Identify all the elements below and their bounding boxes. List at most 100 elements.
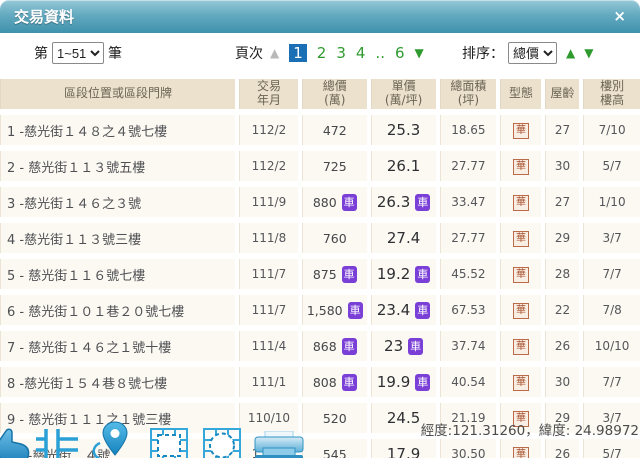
hand-pointer-icon[interactable] (0, 423, 34, 458)
total-price-value: 880 (312, 194, 337, 210)
table-row[interactable]: 8 -慈光街１５４巷８號七樓 111/1 808 車 19.9 車 40.54 華 … (0, 367, 640, 397)
cell-floor: 3/7 (583, 403, 640, 433)
cell-type: 華 (500, 331, 541, 361)
total-price-value: 1,580 (306, 302, 343, 318)
page-number-3[interactable]: 3 (336, 44, 346, 62)
cell-date: 111/8 (239, 223, 298, 253)
cell-unit-price: 23 車 (370, 331, 436, 361)
cell-area: 21.19 (439, 403, 497, 433)
car-badge: 車 (347, 301, 363, 319)
count-suffix-label: 筆 (108, 46, 122, 62)
cell-type: 華 (500, 403, 541, 433)
cell-unit-price: 24.5 (370, 403, 436, 433)
map-pin-icon[interactable] (88, 421, 132, 458)
col-header-area: 總面積 (坪) (439, 79, 497, 109)
cell-floor: 7/7 (583, 259, 640, 289)
table-row[interactable]: 9 - 慈光街１１１之１號三樓 110/10 520 24.5 21.19 華 … (0, 403, 640, 433)
cell-date: 111/4 (239, 331, 298, 361)
unit-price-value: 19.9 (376, 373, 411, 391)
col-header-date: 交易 年月 (239, 79, 298, 109)
cell-age: 28 (544, 259, 580, 289)
cell-address: 5 - 慈光街１１６號七樓 (0, 259, 236, 289)
cell-unit-price: 27.4 (370, 223, 436, 253)
prev-page-icon[interactable]: ▲ (270, 46, 280, 60)
cell-floor: 5/7 (583, 439, 640, 458)
cell-floor: 7/10 (583, 115, 640, 145)
cell-type: 華 (500, 187, 541, 217)
page-number-6[interactable]: 6 (394, 44, 405, 62)
record-range-select[interactable]: 1~51 (52, 42, 104, 64)
road-intersection-icon[interactable] (36, 429, 78, 458)
unit-price-value: 26.3 (376, 193, 411, 211)
cell-age: 26 (544, 331, 580, 361)
page-number-2[interactable]: 2 (316, 44, 327, 62)
cell-floor: 1/10 (583, 187, 640, 217)
table-row[interactable]: 3 -慈光街１４６之３號 111/9 880 車 26.3 車 33.47 華 27… (0, 187, 640, 217)
unit-price-value: 23.4 (376, 301, 411, 319)
hua-badge: 華 (513, 302, 529, 319)
cell-age: 27 (544, 115, 580, 145)
cell-type: 華 (500, 115, 541, 145)
select-region-circle-icon[interactable] (203, 428, 241, 458)
car-badge: 車 (408, 337, 424, 355)
hua-badge: 華 (513, 374, 529, 391)
cell-unit-price: 26.1 (370, 151, 436, 181)
table-row[interactable]: 4 -慈光街１１３號三樓 111/8 760 27.4 27.77 華 29 3… (0, 223, 640, 253)
sort-asc-icon[interactable]: ▲ (566, 46, 576, 60)
cell-area: 45.52 (439, 259, 497, 289)
sort-desc-icon[interactable]: ▼ (584, 46, 594, 60)
cell-age: 30 (544, 151, 580, 181)
page-number-4[interactable]: 4 (355, 44, 366, 62)
cell-unit-price: 25.3 (370, 115, 436, 145)
cell-total-price: 875 車 (301, 259, 367, 289)
cell-floor: 3/7 (583, 223, 640, 253)
cell-total-price: 868 車 (301, 331, 367, 361)
select-region-square-icon[interactable] (150, 428, 188, 458)
hua-badge: 華 (513, 230, 529, 247)
cell-date: 111/7 (239, 259, 298, 289)
cell-area: 30.50 (439, 439, 497, 458)
cell-address: 7 - 慈光街１４６之１號十樓 (0, 331, 236, 361)
cell-age: 29 (544, 223, 580, 253)
col-header-price: 總價 (萬) (301, 79, 367, 109)
hua-badge: 華 (513, 446, 529, 458)
cell-floor: 10/10 (583, 331, 640, 361)
table-row[interactable]: 7 - 慈光街１４６之１號十樓 111/4 868 車 23 車 37.74 華 2… (0, 331, 640, 361)
printer-icon[interactable] (252, 431, 306, 458)
car-badge: 車 (415, 193, 431, 211)
cell-age: 30 (544, 367, 580, 397)
table-row[interactable]: 5 - 慈光街１１６號七樓 111/7 875 車 19.2 車 45.52 華 2… (0, 259, 640, 289)
car-badge: 車 (415, 373, 431, 391)
cell-age: 29 (544, 403, 580, 433)
transaction-table: 區段位置或區段門牌 交易 年月 總價 (萬) 單價 (萬/坪) 總面積 (坪) … (0, 73, 640, 458)
window-titlebar: 交易資料 × (0, 0, 640, 33)
next-page-icon[interactable]: ▼ (414, 46, 424, 60)
car-badge: 車 (415, 301, 431, 319)
table-row[interactable]: 2 - 慈光街１１３號五樓 112/2 725 26.1 27.77 華 30 … (0, 151, 640, 181)
cell-total-price: 1,580 車 (301, 295, 367, 325)
table-row[interactable]: 1 -慈光街１４８之４號七樓 112/2 472 25.3 18.65 華 27… (0, 115, 640, 145)
cell-area: 33.47 (439, 187, 497, 217)
cell-date: 111/7 (239, 295, 298, 325)
cell-date: 110/10 (239, 403, 298, 433)
cell-address: 6 - 慈光街１０１巷２０號七樓 (0, 295, 236, 325)
cell-address: 4 -慈光街１１３號三樓 (0, 223, 236, 253)
sort-select[interactable]: 總價 (508, 42, 557, 64)
cell-area: 40.54 (439, 367, 497, 397)
cell-date: 112/2 (239, 151, 298, 181)
col-header-type: 型態 (500, 79, 541, 109)
page-number-1[interactable]: 1 (289, 44, 307, 62)
cell-address: 2 - 慈光街１１３號五樓 (0, 151, 236, 181)
pagination-group: 頁次 ▲ 1 2 3 4 .. 6 ▼ (235, 43, 427, 63)
cell-date: 111/1 (239, 367, 298, 397)
table-row[interactable]: 6 - 慈光街１０１巷２０號七樓 111/7 1,580 車 23.4 車 67.5… (0, 295, 640, 325)
total-price-value: 868 (312, 338, 337, 354)
table-header-row: 區段位置或區段門牌 交易 年月 總價 (萬) 單價 (萬/坪) 總面積 (坪) … (0, 79, 640, 109)
hua-badge: 華 (513, 410, 529, 427)
hua-badge: 華 (513, 338, 529, 355)
page-ellipsis: .. (375, 44, 385, 62)
hua-badge: 華 (513, 266, 529, 283)
cell-area: 18.65 (439, 115, 497, 145)
cell-date: 111/9 (239, 187, 298, 217)
close-icon[interactable]: × (613, 7, 626, 25)
